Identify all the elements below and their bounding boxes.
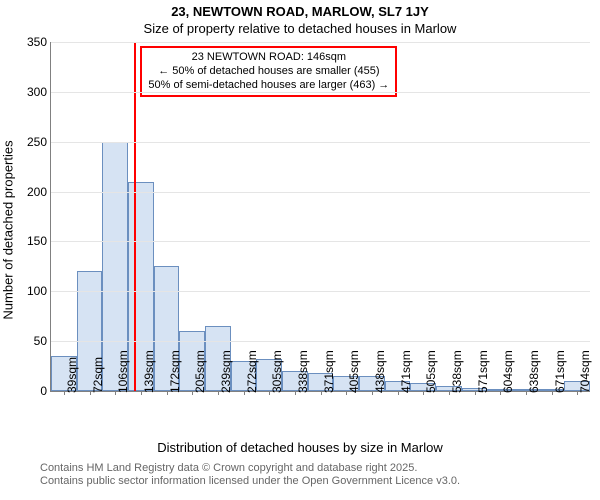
x-tick-label: 139sqm (142, 350, 156, 393)
annotation-line: 50% of semi-detached houses are larger (… (148, 79, 389, 93)
grid-line (51, 241, 590, 242)
grid-line (51, 42, 590, 43)
x-tick-label: 405sqm (347, 350, 361, 393)
x-tick-label: 704sqm (578, 350, 592, 393)
x-tick-label: 338sqm (296, 350, 310, 393)
plot-area: 23 NEWTOWN ROAD: 146sqm ← 50% of detache… (50, 42, 590, 392)
x-axis-label: Distribution of detached houses by size … (0, 440, 600, 455)
grid-line (51, 142, 590, 143)
x-tick-label: 438sqm (373, 350, 387, 393)
x-tick-label: 205sqm (193, 350, 207, 393)
x-tick-label: 72sqm (91, 357, 105, 393)
x-tick-label: 371sqm (322, 350, 336, 393)
x-tick-label: 172sqm (168, 350, 182, 393)
grid-line (51, 192, 590, 193)
footnote: Contains HM Land Registry data © Crown c… (40, 462, 460, 488)
grid-line (51, 341, 590, 342)
footnote-line: Contains HM Land Registry data © Crown c… (40, 462, 460, 475)
x-tick-label: 106sqm (116, 350, 130, 393)
chart-subtitle: Size of property relative to detached ho… (0, 21, 600, 36)
y-tick-label: 150 (27, 234, 47, 248)
grid-line (51, 291, 590, 292)
y-tick-label: 50 (34, 334, 47, 348)
marker-line (134, 42, 136, 391)
y-tick-label: 100 (27, 284, 47, 298)
x-tick-label: 39sqm (65, 357, 79, 393)
annotation-line: 23 NEWTOWN ROAD: 146sqm (148, 51, 389, 65)
annotation-box: 23 NEWTOWN ROAD: 146sqm ← 50% of detache… (140, 46, 397, 97)
chart-title: 23, NEWTOWN ROAD, MARLOW, SL7 1JY (0, 4, 600, 19)
x-tick-label: 471sqm (399, 350, 413, 393)
y-tick-label: 300 (27, 85, 47, 99)
x-tick-label: 305sqm (270, 350, 284, 393)
x-tick-label: 671sqm (553, 350, 567, 393)
y-tick-label: 250 (27, 135, 47, 149)
x-tick-label: 538sqm (450, 350, 464, 393)
y-tick-label: 350 (27, 35, 47, 49)
footnote-line: Contains public sector information licen… (40, 475, 460, 488)
x-tick-label: 571sqm (476, 350, 490, 393)
y-axis-label: Number of detached properties (1, 140, 16, 319)
grid-line (51, 92, 590, 93)
x-tick-label: 604sqm (501, 350, 515, 393)
x-tick-label: 239sqm (219, 350, 233, 393)
x-tick-label: 272sqm (245, 350, 259, 393)
x-tick-label: 505sqm (424, 350, 438, 393)
annotation-line: ← 50% of detached houses are smaller (45… (148, 65, 389, 79)
x-tick-label: 638sqm (527, 350, 541, 393)
y-tick-label: 0 (40, 384, 47, 398)
chart-container: 23, NEWTOWN ROAD, MARLOW, SL7 1JY Size o… (0, 0, 600, 500)
y-tick-label: 200 (27, 185, 47, 199)
